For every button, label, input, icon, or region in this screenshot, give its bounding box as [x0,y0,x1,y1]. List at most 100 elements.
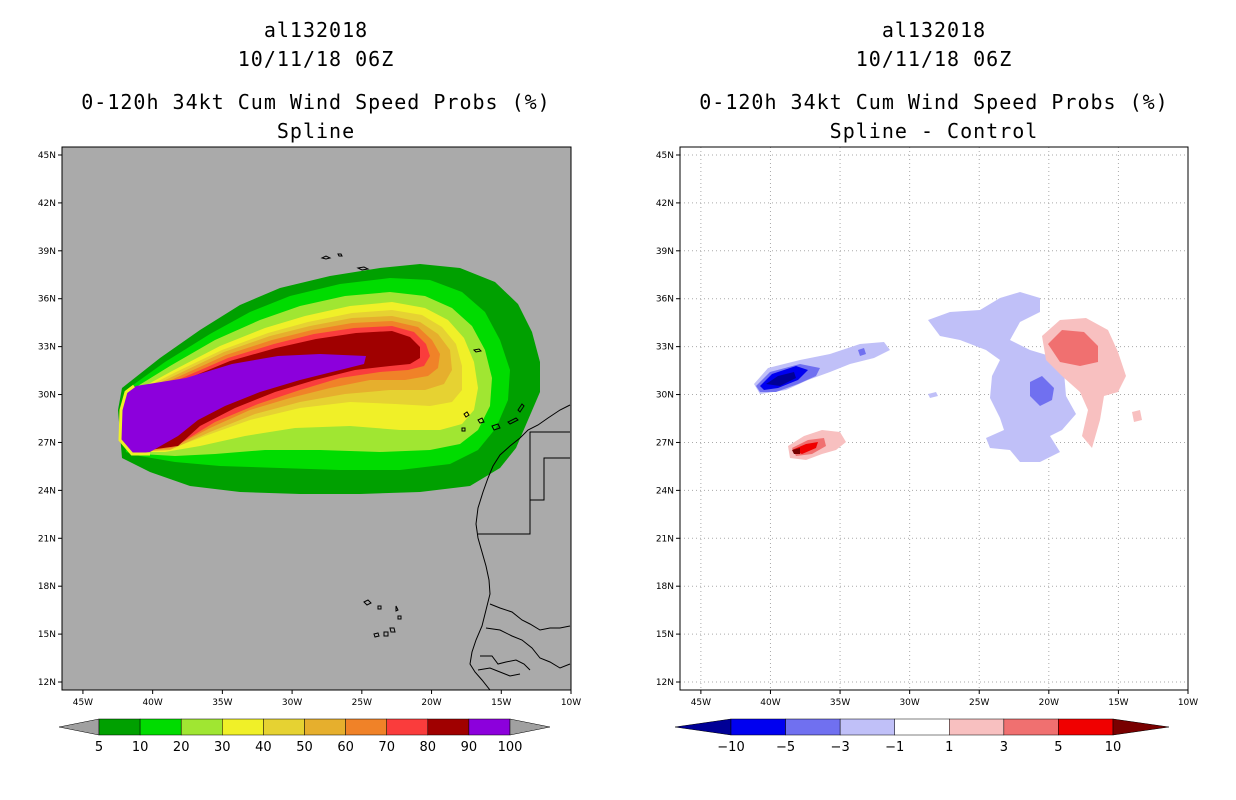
colorbar-swatch [1058,718,1114,736]
y-tick-label: 39N [656,247,674,257]
colorbar-level-label: 80 [420,740,437,755]
x-tick-label: 25W [969,698,989,708]
y-tick-label: 15N [656,630,674,640]
prob-band-90 [120,354,366,454]
colorbar-swatch [139,718,182,736]
left-storm-id: al132018 [263,18,369,42]
colorbar-level-label: 100 [498,740,523,755]
colorbar-swatch [386,718,429,736]
colorbar-level-label: −5 [776,740,795,755]
colorbar-level-label: −3 [831,740,850,755]
prob-band-edge [118,384,150,456]
colorbar-level-label: −1 [885,740,904,755]
left-map-frame [61,146,572,691]
x-tick-label: 40W [760,698,780,708]
right-gridlines [680,147,1189,690]
colorbar-swatch [180,718,223,736]
colorbar-level-label: 40 [255,740,272,755]
y-tick-label: 18N [38,582,56,592]
x-tick-label: 10W [561,698,581,708]
y-tick-label: 36N [38,295,56,305]
x-tick-label: 35W [212,698,232,708]
x-tick-label: 40W [142,698,162,708]
colorbar-swatch [98,718,141,736]
x-tick-label: 20W [421,698,441,708]
colorbar-level-label: 5 [95,740,103,755]
y-tick-label: 45N [656,151,674,161]
diff-neg10-west [766,372,796,386]
x-tick-label: 35W [830,698,850,708]
y-tick-label: 30N [656,391,674,401]
right-axis-ticks: 45W 40W 35W 30W 25W 20W 15W 10W 45N 42N 39N 36N 33N 3… [656,151,1198,708]
y-tick-label: 27N [656,438,674,448]
y-tick-label: 12N [38,678,56,688]
colorbar-level-label: 3 [1000,740,1008,755]
x-tick-label: 10W [1178,698,1198,708]
colorbar-level-label: 10 [1105,740,1122,755]
colorbar-swatch [468,718,511,736]
y-tick-label: 12N [656,678,674,688]
x-tick-label: 20W [1039,698,1059,708]
y-tick-label: 42N [656,199,674,209]
x-tick-label: 30W [899,698,919,708]
x-tick-label: 45W [691,698,711,708]
colorbar-level-label: 70 [378,740,395,755]
y-tick-label: 24N [656,486,674,496]
colorbar-level-label: 5 [1054,740,1062,755]
y-tick-label: 21N [38,534,56,544]
left-title-block: al132018 10/11/18 06Z 0-120h 34kt Cum Wi… [60,16,572,146]
diff-neg3-east [1030,376,1054,406]
left-map-panel: 45W 40W 35W 30W 25W 20W 15W 10W 45N 42N 39N 36N 33N 3… [38,146,581,708]
colorbar-level-label: 60 [337,740,354,755]
colorbar-under-triangle [58,718,100,736]
right-storm-id: al132018 [881,18,987,42]
colorbar-swatch [263,718,305,736]
y-tick-label: 15N [38,630,56,640]
right-map-frame [679,146,1189,691]
left-axis-ticks: 45W 40W 35W 30W 25W 20W 15W 10W 45N 42N 39N 36N 33N 3… [38,151,581,708]
colorbar-level-label: −10 [717,740,744,755]
x-tick-label: 25W [352,698,372,708]
diff-pos1-dot [1132,410,1142,422]
colorbar-level-label: 20 [173,740,190,755]
y-tick-label: 33N [656,343,674,353]
x-tick-label: 15W [491,698,511,708]
colorbar-under-triangle [674,718,732,736]
left-colorbar: 5 10 20 30 40 50 60 70 80 90 100 [58,718,551,755]
right-difference-field [754,292,1142,462]
colorbar-swatch [730,718,786,736]
colorbar-swatch [1003,718,1059,736]
diff-pos3-east [1048,330,1098,366]
colorbar-swatch [949,718,1005,736]
colorbar-over-triangle [1112,718,1170,736]
colorbar-swatch [427,718,470,736]
y-tick-label: 27N [38,438,56,448]
x-tick-label: 45W [73,698,93,708]
right-product-title: 0-120h 34kt Cum Wind Speed Probs (%) [699,90,1169,114]
colorbar-level-label: 10 [132,740,149,755]
y-tick-label: 21N [656,534,674,544]
left-probability-field [118,264,540,494]
colorbar-level-label: 1 [945,740,953,755]
colorbar-swatch [345,718,387,736]
y-tick-label: 39N [38,247,56,257]
colorbar-level-label: 30 [214,740,231,755]
right-map-panel: 45W 40W 35W 30W 25W 20W 15W 10W 45N 42N 39N 36N 33N 3… [656,146,1198,708]
y-tick-label: 24N [38,486,56,496]
colorbar-swatch [222,718,264,736]
x-tick-label: 15W [1108,698,1128,708]
y-tick-label: 33N [38,343,56,353]
colorbar-level-label: 50 [296,740,313,755]
left-datetime: 10/11/18 06Z [237,47,395,71]
y-tick-label: 42N [38,199,56,209]
y-tick-label: 18N [656,582,674,592]
x-tick-label: 30W [282,698,302,708]
diff-neg1-dot [928,392,938,398]
diff-neg3-small [858,348,866,356]
colorbar-swatch [304,718,346,736]
colorbar-swatch [785,718,841,736]
right-datetime: 10/11/18 06Z [855,47,1013,71]
colorbar-over-triangle [509,718,551,736]
y-tick-label: 36N [656,295,674,305]
